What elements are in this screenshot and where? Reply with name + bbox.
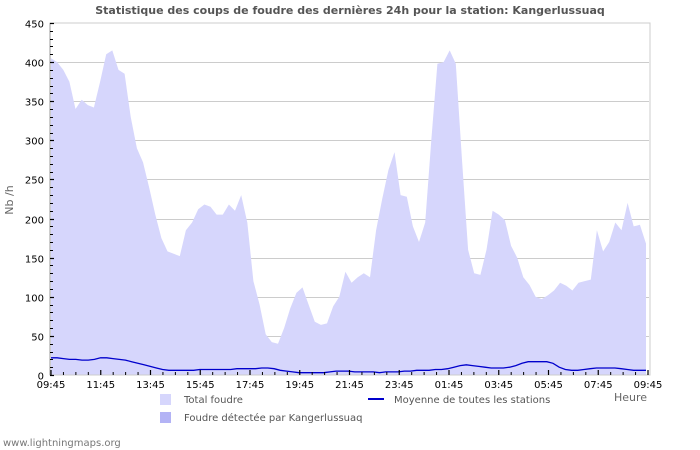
y-axis-ticks: 0 50 100 150 200 250 300 350 400 450 xyxy=(25,20,54,383)
legend-label-average: Moyenne de toutes les stations xyxy=(394,395,550,406)
x-tick-label: 19:45 xyxy=(285,380,314,391)
y-tick-label: 200 xyxy=(25,216,44,227)
legend-item-average: Moyenne de toutes les stations xyxy=(368,395,550,406)
y-tick-label: 150 xyxy=(25,255,44,266)
x-tick-label: 17:45 xyxy=(236,380,265,391)
source-credit: www.lightningmaps.org xyxy=(3,438,121,449)
y-tick-label: 100 xyxy=(25,294,44,305)
y-tick-label: 0 xyxy=(38,372,44,383)
y-tick-label: 300 xyxy=(25,137,44,148)
y-tick-label: 250 xyxy=(25,176,44,187)
x-tick-label: 05:45 xyxy=(534,380,563,391)
plot-area xyxy=(51,50,646,376)
average-line xyxy=(51,357,646,374)
legend-item-station: Foudre détectée par Kangerlussuaq xyxy=(160,412,362,424)
x-tick-label: 21:45 xyxy=(335,380,364,391)
y-tick-label: 450 xyxy=(25,20,44,31)
legend: Total foudre Foudre détectée par Kangerl… xyxy=(160,394,550,424)
y-axis-label: Nb /h xyxy=(3,185,16,214)
x-tick-label: 03:45 xyxy=(484,380,513,391)
y-tick-label: 350 xyxy=(25,98,44,109)
x-tick-label: 13:45 xyxy=(136,380,165,391)
legend-swatch-total xyxy=(160,394,171,405)
x-tick-label: 01:45 xyxy=(435,380,464,391)
x-tick-label: 09:45 xyxy=(37,380,66,391)
y-tick-label: 400 xyxy=(25,59,44,70)
legend-label-station: Foudre détectée par Kangerlussuaq xyxy=(184,412,362,424)
legend-swatch-station xyxy=(160,412,171,423)
x-tick-label: 07:45 xyxy=(584,380,613,391)
chart-title: Statistique des coups de foudre des dern… xyxy=(95,4,605,17)
x-tick-label: 23:45 xyxy=(385,380,414,391)
x-axis-ticks: 09:45 11:45 13:45 15:45 17:45 19:45 21:45 23:45… xyxy=(37,370,663,391)
x-tick-label: 09:45 xyxy=(634,380,663,391)
x-tick-label: 11:45 xyxy=(86,380,115,391)
total-foudre-area xyxy=(51,50,646,376)
x-tick-label: 15:45 xyxy=(186,380,215,391)
y-tick-label: 50 xyxy=(31,333,44,344)
legend-item-total-foudre: Total foudre xyxy=(160,394,243,406)
x-axis-label: Heure xyxy=(614,391,647,404)
legend-label-total: Total foudre xyxy=(183,395,243,406)
